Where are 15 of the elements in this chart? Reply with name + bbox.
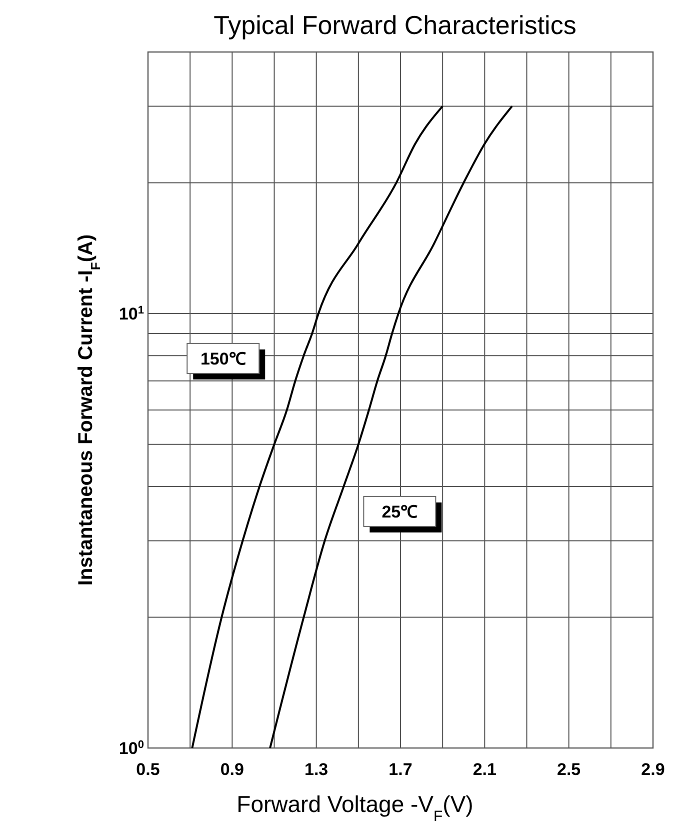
x-axis-title: Forward Voltage -V$_{F}$(V) xyxy=(236,791,474,824)
text: 25℃ xyxy=(382,502,418,522)
x-tick-label: 2.9 xyxy=(641,760,665,779)
x-tick-label: 0.5 xyxy=(136,760,160,779)
x-tick-label: 2.1 xyxy=(472,760,496,779)
y-tick-label: 10$^{1}$ xyxy=(118,304,144,324)
x-tick-label: 1.7 xyxy=(388,760,412,779)
line-series xyxy=(269,105,514,749)
x-tick-label: 2.5 xyxy=(557,760,581,779)
x-tick-label: 1.3 xyxy=(304,760,328,779)
line-series xyxy=(191,105,444,749)
text: 150℃ xyxy=(200,349,246,368)
chart-title: Typical Forward Characteristics xyxy=(214,10,576,40)
y-tick-label: 10$^{0}$ xyxy=(118,739,144,758)
x-tick-label: 0.9 xyxy=(220,760,244,779)
